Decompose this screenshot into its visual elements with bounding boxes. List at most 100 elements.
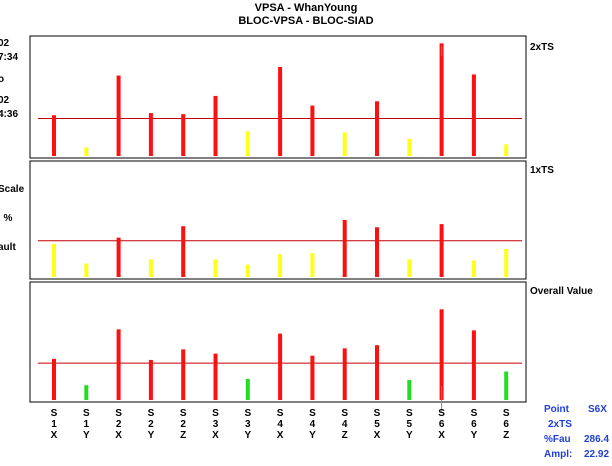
bar-p2-6	[213, 259, 218, 277]
tick-label-6-2: 3	[213, 419, 219, 430]
tick-label-1-3: X	[51, 430, 58, 441]
bar-p1-2	[84, 147, 89, 156]
bar-p1-7	[245, 131, 250, 156]
tick-label-13-2: 6	[439, 419, 445, 430]
bar-p1-6	[213, 95, 218, 156]
info-fau-label: %Fau	[544, 434, 571, 445]
bar-p3-1	[52, 358, 56, 400]
left-fragment-6: Scale	[0, 184, 25, 195]
tick-label-5-2: 2	[180, 419, 186, 430]
left-fragment-3: o	[0, 74, 5, 85]
bar-p2-14	[471, 260, 476, 277]
tick-label-14-3: Y	[471, 430, 478, 441]
tick-label-9-1: S	[309, 408, 316, 419]
bar-p3-10	[342, 348, 347, 400]
info-ampl-value: 22.92	[584, 449, 610, 460]
bar-p3-13	[439, 309, 444, 400]
tick-label-11-3: X	[374, 430, 381, 441]
panel-frame-3	[29, 281, 527, 403]
tick-label-10-2: 4	[342, 419, 348, 430]
tick-label-13-1: S	[438, 408, 445, 419]
tick-label-8-2: 4	[277, 419, 283, 430]
tick-label-3-1: S	[115, 408, 122, 419]
tick-label-14-2: 6	[471, 419, 477, 430]
left-fragment-4: 02	[0, 95, 10, 106]
tick-label-5-3: Z	[180, 430, 186, 441]
bar-p1-13	[439, 43, 444, 157]
tick-label-8-3: X	[277, 430, 284, 441]
bar-p1-4	[148, 113, 153, 156]
bar-p3-3	[116, 329, 121, 400]
panel-frame-1	[29, 35, 527, 159]
bar-p3-7	[245, 378, 250, 400]
bar-p2-1	[52, 243, 56, 277]
bar-p3-5	[181, 349, 186, 400]
info-fau-value: 286.4	[584, 434, 610, 445]
bar-p1-3	[116, 75, 121, 156]
bar-p1-12	[407, 138, 412, 156]
tick-label-12-1: S	[406, 408, 413, 419]
chart-subtitle: BLOC-VPSA - BLOC-SIAD	[238, 15, 374, 27]
tick-label-2-1: S	[83, 408, 90, 419]
bar-p3-8	[278, 333, 283, 400]
tick-label-12-2: 5	[407, 419, 413, 430]
tick-label-7-1: S	[244, 408, 251, 419]
bar-p2-9	[310, 253, 315, 277]
tick-label-14-1: S	[471, 408, 478, 419]
bar-p2-5	[181, 226, 186, 277]
tick-label-6-3: X	[212, 430, 219, 441]
bar-p2-4	[148, 259, 153, 277]
bar-p2-8	[278, 254, 283, 277]
tick-label-7-3: Y	[244, 430, 251, 441]
tick-label-5-1: S	[180, 408, 187, 419]
panel-label-overall: Overall Value	[530, 286, 593, 297]
left-fragment-7: . %	[0, 213, 13, 224]
bar-p3-11	[375, 345, 379, 400]
bar-p1-1	[52, 115, 56, 156]
bar-p2-10	[342, 220, 347, 277]
panel-label-1xts: 1xTS	[530, 165, 554, 176]
tick-label-9-3: Y	[309, 430, 316, 441]
bar-p2-12	[407, 259, 412, 277]
bar-p3-9	[310, 355, 315, 400]
tick-label-15-3: Z	[503, 430, 509, 441]
panel-frame-2	[29, 160, 527, 280]
tick-label-9-2: 4	[310, 419, 316, 430]
chart-title: VPSA - WhanYoung	[254, 2, 358, 14]
bar-p1-5	[181, 114, 186, 156]
bar-p1-14	[471, 74, 476, 156]
bar-p3-14	[471, 330, 476, 400]
tick-label-2-2: 1	[84, 419, 90, 430]
panel-label-2xts: 2xTS	[530, 42, 554, 53]
bar-p3-12	[407, 379, 412, 400]
tick-label-11-2: 5	[374, 419, 380, 430]
tick-label-1-1: S	[51, 408, 58, 419]
bar-p1-9	[310, 105, 315, 156]
bar-p3-4	[148, 359, 153, 400]
tick-label-13-3: X	[438, 430, 445, 441]
info-mode-value: 2xTS	[548, 419, 572, 430]
tick-label-8-1: S	[277, 408, 284, 419]
bar-p2-11	[375, 227, 379, 277]
tick-label-4-1: S	[148, 408, 155, 419]
bar-p3-2	[84, 385, 89, 400]
bar-p1-8	[278, 66, 283, 156]
tick-label-1-2: 1	[51, 419, 57, 430]
info-point-label: Point	[544, 404, 569, 415]
bar-p1-10	[342, 132, 347, 156]
tick-label-6-1: S	[212, 408, 219, 419]
info-point-value: S6X	[588, 404, 607, 415]
tick-label-3-3: X	[115, 430, 122, 441]
bar-p2-13	[439, 224, 444, 277]
bar-p2-15	[504, 249, 509, 277]
bar-p2-7	[245, 264, 250, 277]
tick-label-4-2: 2	[148, 419, 154, 430]
bar-p3-15	[504, 371, 509, 400]
tick-label-15-2: 6	[503, 419, 509, 430]
info-ampl-label: Ampl:	[544, 449, 573, 460]
left-fragment-2: 7:34	[0, 52, 19, 63]
tick-label-11-1: S	[374, 408, 381, 419]
tick-label-10-1: S	[341, 408, 348, 419]
tick-label-15-1: S	[503, 408, 510, 419]
